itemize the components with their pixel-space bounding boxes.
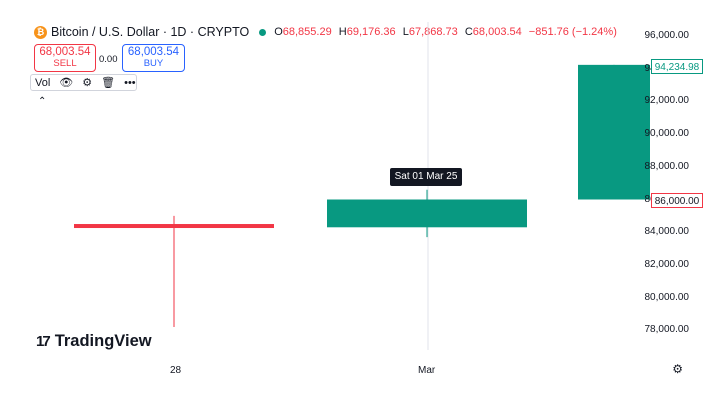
candle-body[interactable]: [327, 199, 527, 228]
time-label-28: 28: [170, 365, 182, 376]
price-tick-label: 92,000.00: [644, 95, 690, 107]
buy-button[interactable]: 68,003.54 BUY: [122, 44, 185, 72]
symbol-title[interactable]: Bitcoin / U.S. Dollar · 1D · CRYPTO: [51, 25, 250, 39]
current-price-tag: 86,000.00: [651, 193, 703, 208]
symbol-header[interactable]: ₿ Bitcoin / U.S. Dollar · 1D · CRYPTO O6…: [34, 24, 621, 40]
time-label-mar: Mar: [418, 365, 436, 376]
settings-icon[interactable]: ⚙: [82, 77, 93, 89]
candle-body[interactable]: [74, 224, 274, 229]
more-icon[interactable]: •••: [124, 76, 136, 89]
crosshair-date-tooltip: Sat 01 Mar 25: [390, 168, 462, 186]
volume-label: Vol: [35, 76, 51, 89]
price-tick-label: 88,000.00: [644, 160, 690, 172]
chart-settings-icon[interactable]: ⚙: [672, 362, 683, 376]
price-tick-label: 96,000.00: [644, 30, 690, 41]
spread-value: 0.00: [99, 54, 118, 65]
market-status-dot: [259, 28, 267, 36]
eye-icon[interactable]: 👁: [59, 77, 74, 89]
candle-body[interactable]: [578, 64, 650, 200]
price-tick-label: 84,000.00: [644, 226, 690, 238]
sell-button[interactable]: 68,003.54 SELL: [34, 44, 96, 72]
price-tick-label: 78,000.00: [644, 324, 690, 336]
bitcoin-icon: ₿: [34, 25, 47, 39]
trash-icon[interactable]: 🗑: [101, 77, 116, 89]
price-tick-label: 82,000.00: [644, 258, 690, 270]
ohlc-values: O68,855.29 H69,176.36 L67,868.73 C68,003…: [274, 26, 617, 38]
price-tick-label: 80,000.00: [644, 291, 690, 303]
tradingview-logo-icon: 17: [36, 333, 51, 350]
price-change: −851.76 (−1.24%): [528, 26, 617, 38]
high-price-tag: 94,234.98: [651, 59, 703, 74]
tradingview-logo[interactable]: 17 TradingView: [36, 332, 152, 350]
collapse-caret-icon[interactable]: ⌃: [38, 96, 47, 107]
volume-legend[interactable]: Vol 👁 ⚙ 🗑 •••: [30, 74, 137, 91]
price-tick-label: 90,000.00: [644, 128, 690, 140]
